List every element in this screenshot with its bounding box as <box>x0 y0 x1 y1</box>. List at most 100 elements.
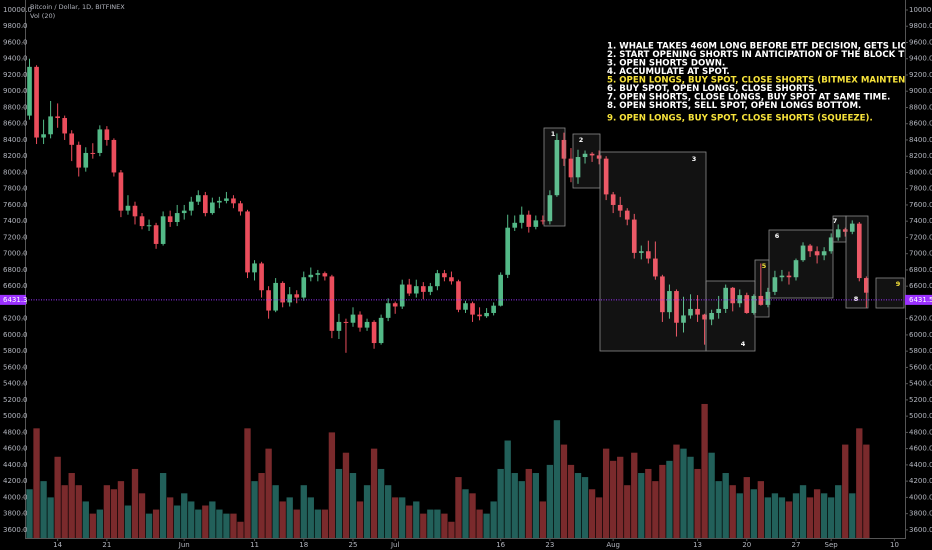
x-tick-label: 16 <box>496 541 505 549</box>
x-tick-label: 21 <box>102 541 111 549</box>
volume-bar <box>455 477 462 538</box>
y-tick-label-right: 10000.0 <box>909 6 932 14</box>
y-tick-label-right: 3800.0 <box>909 510 932 518</box>
annotation-box <box>768 229 834 299</box>
volume-bar <box>399 497 406 538</box>
y-tick-label-right: 4000.0 <box>909 493 932 501</box>
annotation-text: 4. ACCUMULATE AT SPOT. <box>607 67 730 77</box>
candle-body <box>470 303 475 315</box>
volume-bar <box>560 444 568 538</box>
candle-body <box>793 260 799 278</box>
volume-bar <box>223 513 230 538</box>
volume-bar <box>469 493 476 538</box>
candle-body <box>399 284 405 307</box>
x-tick-label: 25 <box>349 541 358 549</box>
candle-body <box>610 194 616 205</box>
candle-body <box>575 157 581 178</box>
volume-bar <box>546 464 554 538</box>
candle-body <box>97 129 103 153</box>
volume-bar <box>708 452 715 538</box>
candle-body <box>449 277 454 282</box>
volume-bar <box>764 497 772 538</box>
volume-bar <box>237 521 244 538</box>
candle-body <box>55 116 60 119</box>
y-tick-label: 6800.0 <box>3 266 28 274</box>
volume-bar <box>518 481 525 538</box>
candle-body <box>624 210 630 220</box>
volume-bar <box>124 505 132 538</box>
volume-bar <box>722 473 729 538</box>
volume-bar <box>96 509 104 538</box>
volume-bar <box>174 505 181 538</box>
volume-bar <box>434 509 441 538</box>
candle-body <box>674 291 679 323</box>
volume-bar <box>666 460 673 538</box>
volume-bar <box>307 497 314 538</box>
volume-bar <box>448 521 455 538</box>
candle-body <box>350 314 356 323</box>
y-tick-label-right: 7000.0 <box>909 250 932 258</box>
x-tick-label: Jul <box>390 541 400 549</box>
x-tick-label: 20 <box>742 541 751 549</box>
candle-body <box>456 281 461 310</box>
volume-bar <box>729 485 736 538</box>
candle-body <box>568 158 574 178</box>
y-tick-label: 9200.0 <box>3 71 28 79</box>
x-tick-label: 23 <box>545 541 554 549</box>
candle-body <box>266 290 271 311</box>
price-tag-right-label: 6431.5 <box>909 296 932 304</box>
candle-body <box>329 276 335 331</box>
candle-body <box>828 237 834 252</box>
annotation-box <box>599 151 707 352</box>
volume-bar <box>293 509 300 538</box>
y-tick-label: 5400.0 <box>3 380 28 388</box>
y-tick-label: 8800.0 <box>3 103 28 111</box>
y-tick-label: 9800.0 <box>3 22 28 30</box>
candle-body <box>245 211 250 273</box>
candle-body <box>505 227 511 275</box>
candle-body <box>139 216 145 227</box>
y-tick-label: 7800.0 <box>3 185 28 193</box>
x-tick-label: 18 <box>299 541 308 549</box>
volume-bar <box>61 485 68 538</box>
y-tick-label: 4000.0 <box>3 493 28 501</box>
volume-bar <box>462 489 469 538</box>
indicator-label: Vol (20) <box>30 12 55 20</box>
volume-bar <box>595 497 603 538</box>
candle-body <box>463 303 468 310</box>
volume-bar <box>427 509 434 538</box>
volume-bar <box>342 452 350 538</box>
volume-bar <box>68 473 75 538</box>
x-tick-label: 14 <box>53 541 62 549</box>
candle-body <box>280 282 285 303</box>
volume-bar <box>799 485 807 538</box>
volume-bar <box>33 428 40 538</box>
volume-bar <box>750 489 757 538</box>
y-tick-label-right: 8600.0 <box>909 120 932 128</box>
box-label: 3 <box>692 155 697 163</box>
candle-body <box>554 139 560 196</box>
y-tick-label-right: 8000.0 <box>909 168 932 176</box>
y-tick-label-right: 8800.0 <box>909 103 932 111</box>
x-tick-label: 10 <box>890 541 899 549</box>
candle-body <box>385 303 391 318</box>
volume-bar <box>574 473 582 538</box>
volume-bar <box>26 489 33 538</box>
volume-bar <box>202 505 209 538</box>
candle-body <box>716 308 721 313</box>
volume-bar <box>377 468 385 538</box>
annotation-text: 9. OPEN LONGS, BUY SPOT, CLOSE SHORTS (S… <box>607 114 873 124</box>
y-tick-label-right: 5200.0 <box>909 396 932 404</box>
volume-bar <box>103 485 111 538</box>
candle-body <box>540 220 546 222</box>
y-tick-label-right: 5600.0 <box>909 363 932 371</box>
volume-bar <box>110 489 118 538</box>
volume-bar <box>181 493 188 538</box>
annotation-text: 8. OPEN SHORTS, SELL SPOT, OPEN LONGS BO… <box>607 101 861 111</box>
candle-body <box>62 118 67 134</box>
y-tick-label-right: 5400.0 <box>909 380 932 388</box>
volume-bar <box>849 493 856 538</box>
volume-bar <box>638 473 645 538</box>
candle-body <box>104 129 110 140</box>
annotation-text: 3. OPEN SHORTS DOWN. <box>607 59 725 69</box>
